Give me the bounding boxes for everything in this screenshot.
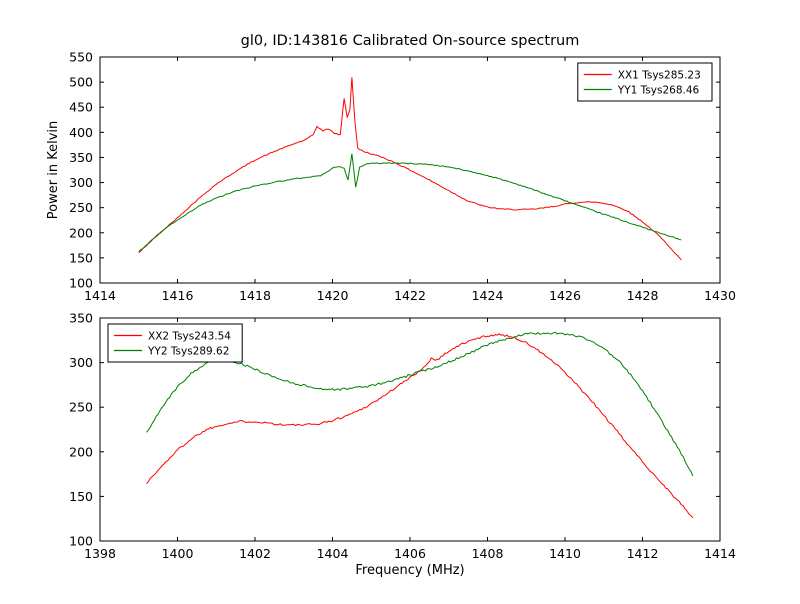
y-tick-label: 150: [69, 250, 93, 265]
legend-label: XX1 Tsys285.23: [618, 69, 701, 81]
x-tick-label: 1398: [84, 546, 116, 561]
y-tick-label: 250: [69, 200, 93, 215]
tick-labels: 1398 1400 1402 1404 1406 1408 1410 1412 1414 100 1…: [69, 311, 736, 562]
legend-box: [577, 62, 713, 102]
x-tick-label: 1412: [627, 546, 659, 561]
x-tick-label: 1422: [394, 288, 426, 303]
y-tick-label: 100: [69, 276, 93, 291]
legend: XX1 Tsys285.23 YY1 Tsys268.46: [577, 62, 713, 102]
y-tick-label: 200: [69, 225, 93, 240]
series-line-xx1: [138, 77, 682, 261]
legend-label: XX2 Tsys243.54: [148, 330, 231, 342]
x-tick-label: 1428: [627, 288, 659, 303]
y-tick-label: 550: [69, 50, 93, 65]
x-tick-label: 1406: [394, 546, 426, 561]
tick-labels: 1414 1416 1418 1420 1422 1424 1426 1428 1430 100 1…: [69, 50, 736, 304]
y-tick-label: 450: [69, 100, 93, 115]
x-tick-label: 1424: [472, 288, 504, 303]
x-tick-label: 1414: [704, 546, 736, 561]
series-line-yy2: [146, 331, 694, 477]
y-tick-label: 150: [69, 489, 93, 504]
legend-box: [107, 323, 243, 363]
series-line-yy1: [138, 153, 682, 253]
top-subplot: 1414 1416 1418 1420 1422 1424 1426 1428 1430 100 1…: [69, 50, 736, 304]
x-tick-label: 1400: [162, 546, 194, 561]
axes-frame: [99, 56, 721, 284]
axes-frame: [99, 317, 721, 542]
y-tick-label: 350: [69, 150, 93, 165]
y-tick-label: 200: [69, 444, 93, 459]
x-axis-label: Frequency (MHz): [355, 563, 464, 578]
bottom-subplot: 1398 1400 1402 1404 1406 1408 1410 1412 1414 100 1…: [69, 311, 736, 562]
x-tick-label: 1404: [317, 546, 349, 561]
y-tick-label: 300: [69, 175, 93, 190]
y-tick-label: 300: [69, 355, 93, 370]
x-tick-label: 1414: [84, 288, 116, 303]
x-tick-label: 1418: [239, 288, 271, 303]
legend-label: YY2 Tsys289.62: [147, 345, 229, 357]
y-tick-label: 500: [69, 75, 93, 90]
chart-title: gl0, ID:143816 Calibrated On-source spec…: [241, 33, 580, 49]
x-tick-label: 1426: [549, 288, 581, 303]
x-tick-label: 1408: [472, 546, 504, 561]
y-axis-label: Power in Kelvin: [46, 121, 61, 219]
y-tick-label: 350: [69, 311, 93, 326]
y-tick-label: 100: [69, 534, 93, 549]
x-tick-label: 1430: [704, 288, 736, 303]
y-tick-label: 250: [69, 400, 93, 415]
x-tick-label: 1402: [239, 546, 271, 561]
x-tick-label: 1420: [317, 288, 349, 303]
x-tick-label: 1410: [549, 546, 581, 561]
legend-label: YY1 Tsys268.46: [617, 84, 700, 96]
y-tick-label: 400: [69, 125, 93, 140]
legend: XX2 Tsys243.54 YY2 Tsys289.62: [107, 323, 243, 363]
x-tick-label: 1416: [162, 288, 194, 303]
